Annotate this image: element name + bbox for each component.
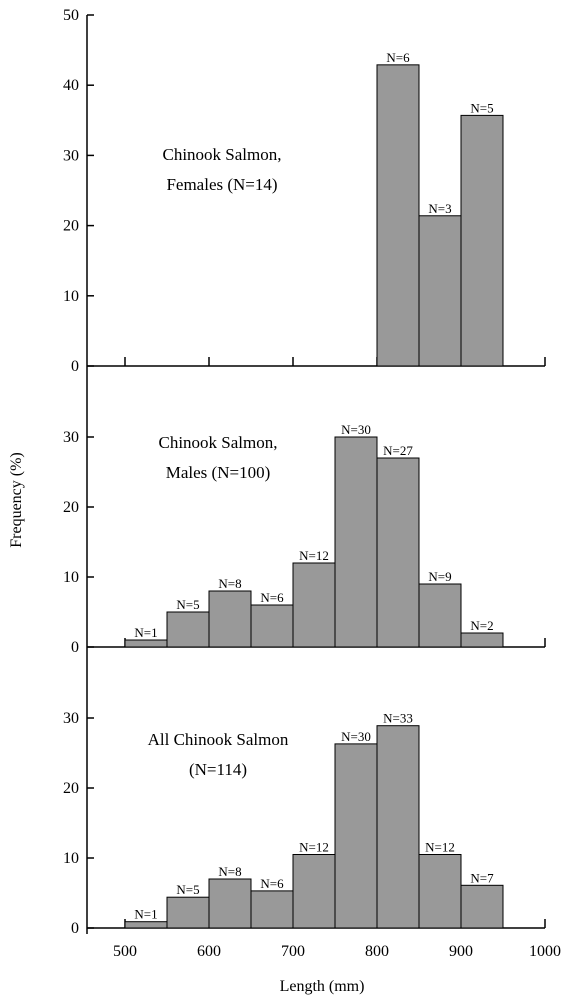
histogram-bar (292, 854, 336, 929)
histogram-panels: 0 10 20 30 40 50 N=6 N=3 N=5 Chinook Salmon, Femal… (63, 7, 561, 960)
histogram-bar (208, 590, 252, 648)
panel-label-line: (N=114) (189, 760, 247, 779)
x-tick-label: 700 (281, 943, 305, 960)
y-axis-title: Frequency (%) (8, 452, 25, 548)
histogram-bar (376, 457, 420, 648)
histogram-bar (460, 114, 504, 367)
y-tick-label: 0 (71, 639, 79, 656)
bar-count-label: N=1 (134, 907, 157, 922)
histogram-bar (166, 896, 210, 929)
histogram-bar (334, 743, 378, 929)
y-tick-label: 20 (63, 499, 79, 516)
y-tick-label: 30 (63, 147, 79, 164)
y-tick-label: 50 (63, 7, 79, 24)
bar-count-label: N=12 (425, 840, 455, 855)
histogram-bar (250, 604, 294, 648)
x-tick-label: 800 (365, 943, 389, 960)
y-tick-label: 10 (63, 288, 79, 305)
bar-count-label: N=8 (218, 864, 241, 879)
histogram-bar (250, 890, 294, 929)
histogram-bar (460, 884, 504, 929)
bar-count-label: N=5 (176, 882, 199, 897)
x-tick-label: 600 (197, 943, 221, 960)
histogram-bar (376, 64, 420, 367)
bar-count-label: N=33 (383, 711, 413, 726)
y-tick-label: 30 (63, 710, 79, 727)
panel-label-line: Males (N=100) (166, 463, 270, 482)
bar-count-label: N=6 (386, 50, 410, 65)
bar-count-label: N=7 (470, 870, 494, 885)
y-tick-label: 30 (63, 429, 79, 446)
histogram-bar (376, 725, 420, 929)
y-tick-label: 0 (71, 358, 79, 375)
bar-count-label: N=12 (299, 548, 329, 563)
bar-count-label: N=6 (260, 876, 284, 891)
histogram-bar (166, 611, 210, 648)
bar-count-label: N=30 (341, 422, 371, 437)
histogram-bar (124, 639, 168, 648)
panel-2: 0 10 20 30 N=1 N=5 N=8 N=6 N=12 N=30 N=27 N=9 N=2 Chi… (63, 422, 546, 656)
bar-count-label: N=9 (428, 569, 451, 584)
panel-3: 0 10 20 30 N=1 N=5 N=8 N=6 N=12 N=30 N=33 N=12 N=7 Al… (63, 710, 546, 937)
panel-label-line: Chinook Salmon, (158, 433, 277, 452)
x-tick-label: 1000 (529, 943, 561, 960)
bar-count-label: N=3 (428, 201, 451, 216)
histogram-bar (124, 921, 168, 929)
y-tick-label: 40 (63, 77, 79, 94)
histogram-bar (460, 632, 504, 648)
bar-count-label: N=5 (176, 597, 199, 612)
bar-count-label: N=5 (470, 100, 493, 115)
histogram-bar (418, 215, 462, 367)
panel-label-line: All Chinook Salmon (148, 730, 289, 749)
histogram-bar (208, 878, 252, 929)
histogram-bar (418, 854, 462, 929)
histogram-bar (334, 436, 378, 648)
x-tick-label: 900 (449, 943, 473, 960)
y-tick-label: 20 (63, 218, 79, 235)
panel-label-line: Chinook Salmon, (162, 145, 281, 164)
bar-count-label: N=2 (470, 618, 493, 633)
x-tick-label: 500 (113, 943, 137, 960)
histogram-bar (292, 562, 336, 648)
bar-count-label: N=6 (260, 590, 284, 605)
bar-count-label: N=8 (218, 576, 241, 591)
panel-1: 0 10 20 30 40 50 N=6 N=3 N=5 Chinook Salmon, Femal… (63, 7, 546, 375)
bar-count-label: N=1 (134, 625, 157, 640)
y-tick-label: 20 (63, 780, 79, 797)
bar-count-label: N=30 (341, 729, 371, 744)
y-tick-label: 10 (63, 569, 79, 586)
histogram-bar (418, 583, 462, 648)
y-tick-label: 10 (63, 850, 79, 867)
panel-label-line: Females (N=14) (166, 175, 277, 194)
bar-count-label: N=27 (383, 443, 413, 458)
x-axis-title: Length (mm) (280, 978, 365, 995)
y-tick-label: 0 (71, 920, 79, 937)
bar-count-label: N=12 (299, 840, 329, 855)
